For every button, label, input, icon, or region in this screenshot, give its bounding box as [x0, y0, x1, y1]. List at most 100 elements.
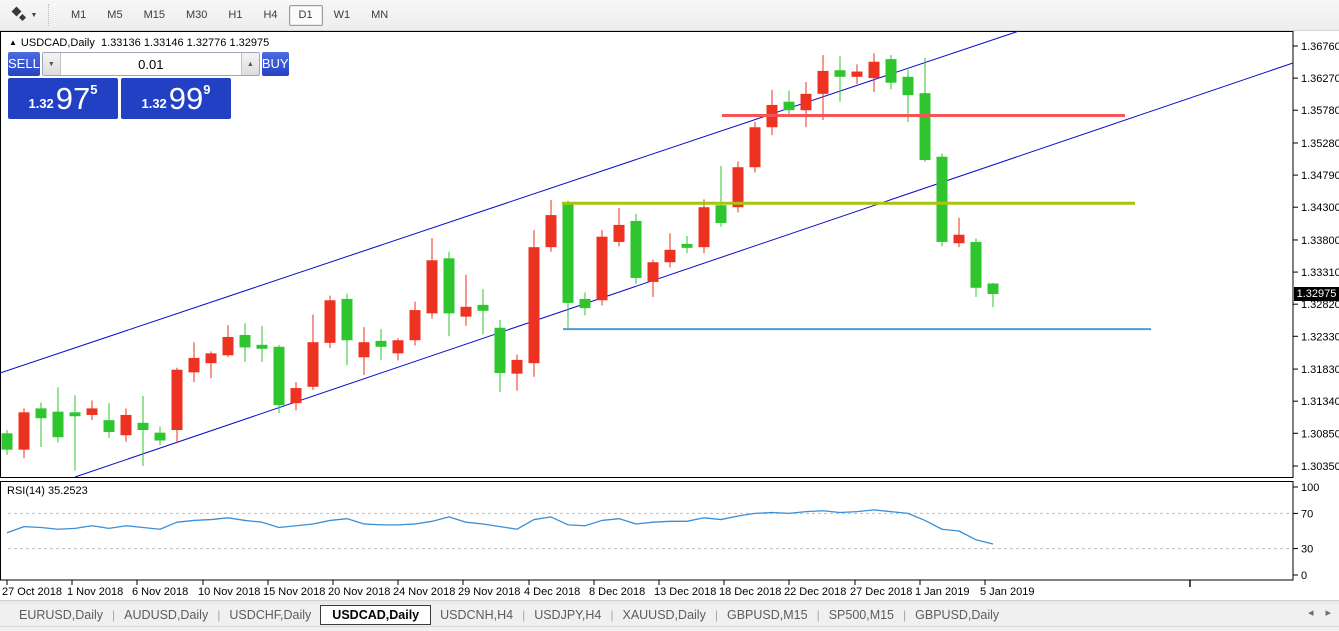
candle-body: [902, 76, 914, 96]
candle-body: [851, 71, 863, 77]
channel-lower[interactable]: [74, 62, 1294, 478]
candle-body: [69, 412, 81, 417]
timeframe-button-m30[interactable]: M30: [185, 8, 208, 21]
candle-body: [783, 101, 795, 111]
tab-scroll-arrows: ◂ ▸: [1308, 606, 1331, 619]
channel-upper[interactable]: [0, 28, 1026, 374]
price-axis-label: 1.36760: [1301, 41, 1339, 53]
candle-body: [494, 327, 506, 373]
candle-body: [800, 93, 812, 111]
candle-body: [596, 236, 608, 301]
candle-body: [1, 433, 13, 450]
candle-body: [307, 342, 319, 387]
collapse-arrow-icon: ▲: [9, 38, 17, 47]
price-axis-label: 1.32330: [1301, 331, 1339, 343]
tab-usdcad-daily[interactable]: USDCAD,Daily: [320, 605, 432, 625]
timeframe-button-m15[interactable]: M15: [143, 8, 165, 21]
buy-price-big-digits: 99: [168, 81, 204, 116]
timeframe-button-m5[interactable]: M5: [107, 8, 123, 21]
sell-price-display[interactable]: 1.32 97 5: [8, 78, 118, 119]
chart-tabs: EURUSD,Daily | AUDUSD,Daily | USDCHF,Daily US…: [0, 604, 1339, 626]
chart-symbol-label: USDCAD,Daily: [20, 37, 95, 49]
price-axis-label: 1.32820: [1301, 299, 1339, 311]
rsi-line: [6, 509, 994, 545]
window-bottom-edge: [0, 626, 1339, 631]
candle-body: [52, 411, 64, 438]
candle-body: [154, 432, 166, 441]
chart-ohlc-values: 1.33136 1.33146 1.32776 1.32975: [101, 37, 270, 49]
candle-body: [936, 156, 948, 242]
buy-price-display[interactable]: 1.32 99 9: [121, 78, 231, 119]
candle-body: [120, 414, 132, 436]
tab-separator: |: [610, 608, 614, 622]
sell-price-pipette: 5: [90, 82, 98, 97]
candle-body: [324, 300, 336, 343]
tab-xauusd-daily[interactable]: XAUUSD,Daily: [622, 608, 706, 622]
candle-body: [477, 304, 489, 311]
lot-increase-button[interactable]: ▲: [240, 53, 259, 75]
candle-body: [426, 260, 438, 314]
date-axis-label: 27 Dec 2018: [850, 586, 912, 598]
tab-scroll-right-icon[interactable]: ▸: [1325, 607, 1331, 619]
chart-mode-button[interactable]: ▼: [6, 4, 44, 26]
price-axis-label: 1.35280: [1301, 138, 1339, 150]
timeframe-button-d1[interactable]: D1: [288, 4, 323, 26]
date-axis-label: 29 Nov 2018: [458, 586, 520, 598]
tab-usdcnh-h4[interactable]: USDCNH,H4: [440, 608, 514, 622]
tab-gbpusd-daily[interactable]: GBPUSD,Daily: [915, 608, 1000, 622]
timeframe-button-h1[interactable]: H1: [228, 8, 243, 21]
timeframe-button-mn[interactable]: MN: [371, 8, 389, 21]
price-axis-label: 1.33800: [1301, 235, 1339, 247]
tab-usdchf-daily[interactable]: USDCHF,Daily: [229, 608, 312, 622]
timeframe-buttons: M1 M5 M15 M30 H1 H4 D1 W1 MN: [61, 0, 399, 30]
price-axis-label: 1.36270: [1301, 73, 1339, 85]
date-axis-label: 24 Nov 2018: [393, 586, 455, 598]
candle-body: [18, 412, 30, 450]
tab-scroll-left-icon[interactable]: ◂: [1307, 607, 1314, 619]
candle-body: [86, 408, 98, 415]
chart-title: ▲ USDCAD,Daily 1.33136 1.33146 1.32776 1.…: [9, 37, 269, 49]
sell-button[interactable]: SELL: [8, 52, 40, 76]
candle-body: [613, 224, 625, 242]
candle-body: [630, 220, 642, 278]
tab-eurusd-daily[interactable]: EURUSD,Daily: [19, 608, 104, 622]
lot-size-input[interactable]: [60, 53, 241, 75]
rsi-pane[interactable]: [0, 481, 1294, 581]
horizontal-scrollbar[interactable]: [0, 600, 1339, 605]
candle-body: [834, 70, 846, 77]
tab-gbpusd-m15[interactable]: GBPUSD,M15: [726, 608, 808, 622]
candle-body: [545, 215, 557, 248]
date-axis-label: 10 Nov 2018: [198, 586, 260, 598]
chart-canvas[interactable]: 1.36760 1.36270 1.35780 1.35280 1.34790 1.343…: [0, 0, 1339, 603]
candle-body: [239, 334, 251, 348]
rsi-axis-label: 100: [1301, 482, 1319, 494]
tab-sp500-m15[interactable]: SP500,M15: [828, 608, 895, 622]
one-click-trade-panel: SELL ▼ ▲ BUY 1.32 97 5 1.32 99 9: [8, 52, 289, 119]
tab-audusd-daily[interactable]: AUDUSD,Daily: [124, 608, 209, 622]
timeframe-button-m1[interactable]: M1: [71, 8, 87, 21]
date-axis-label: 8 Dec 2018: [589, 586, 645, 598]
buy-button[interactable]: BUY: [261, 52, 289, 76]
date-axis-label: 5 Jan 2019: [980, 586, 1034, 598]
candle-body: [664, 249, 676, 263]
timeframe-button-w1[interactable]: W1: [333, 8, 351, 21]
candle-body: [273, 346, 285, 406]
candle-body: [341, 298, 353, 341]
rsi-axis-label: 0: [1301, 570, 1307, 582]
rsi-indicator-label: RSI(14) 35.2523: [7, 485, 88, 497]
pattern-icon: [11, 6, 28, 23]
date-axis-label: 22 Dec 2018: [784, 586, 846, 598]
tab-separator: |: [816, 608, 820, 622]
tab-usdjpy-h4[interactable]: USDJPY,H4: [534, 608, 602, 622]
date-axis-label: 1 Nov 2018: [67, 586, 123, 598]
triangle-down-icon: ▼: [47, 60, 55, 68]
lot-decrease-button[interactable]: ▼: [42, 53, 61, 75]
candle-body: [205, 353, 217, 364]
candle-body: [358, 342, 370, 358]
rsi-axis-label: 70: [1301, 508, 1313, 520]
price-axis-label: 1.33310: [1301, 267, 1339, 279]
price-axis-label: 1.30850: [1301, 428, 1339, 440]
tab-separator: |: [217, 608, 221, 622]
timeframe-button-h4[interactable]: H4: [263, 8, 278, 21]
